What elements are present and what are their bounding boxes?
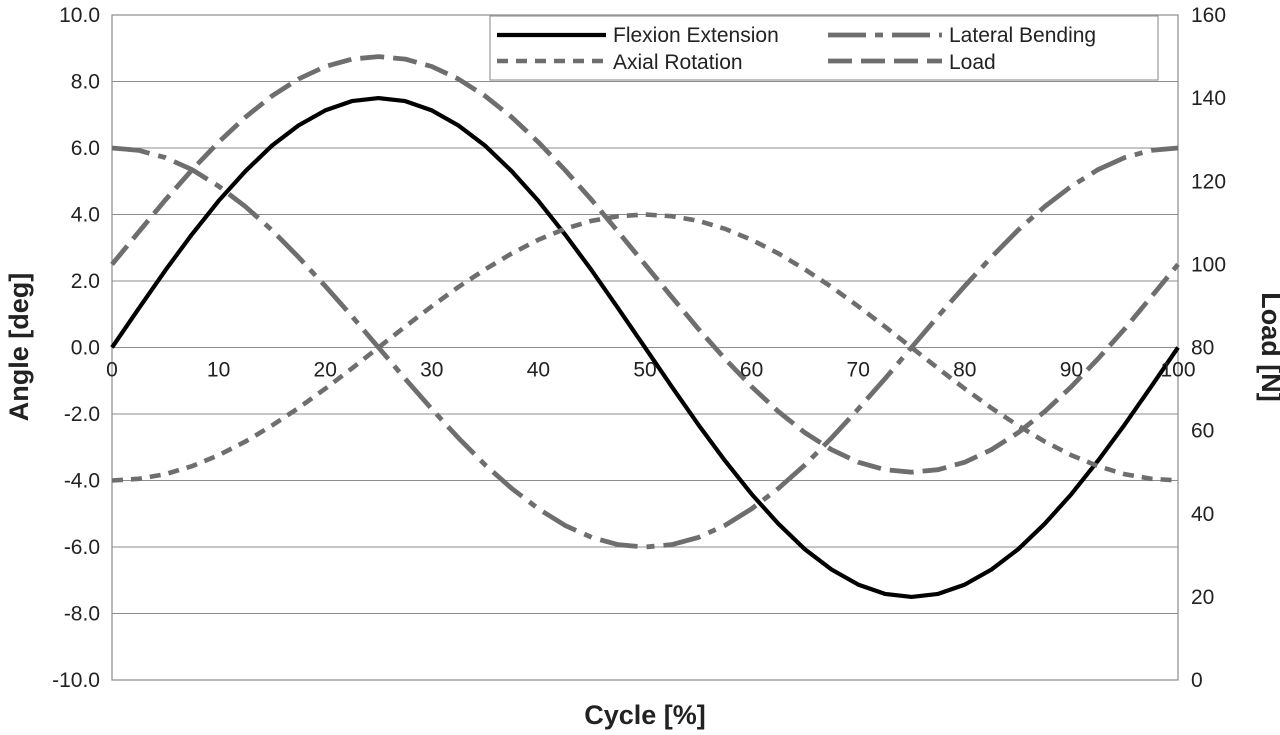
x-tick-80: 80 (953, 359, 976, 382)
tick-labels: -10.0 -8.0 -6.0 -4.0 -2.0 0.0 2.0 4.0 6.0 8.0 10.0… (52, 4, 1226, 692)
x-tick-60: 60 (740, 359, 763, 382)
x-tick-20: 20 (314, 359, 337, 382)
x-tick-40: 40 (527, 359, 550, 382)
y-tick-right-20: 20 (1191, 586, 1214, 609)
y-tick-left-10-0: 10.0 (59, 4, 100, 27)
y-tick-left-4-0: -4.0 (64, 470, 100, 493)
series-flexion-extension (110, 96, 1180, 599)
y-tick-left-8-0: -8.0 (64, 603, 100, 626)
series-group (110, 54, 1180, 599)
y-tick-right-0: 0 (1191, 669, 1203, 692)
series-axial-rotation (111, 212, 1179, 483)
y-axis-title-right: Load [N] (1256, 292, 1280, 401)
y-tick-right-120: 120 (1191, 170, 1226, 193)
x-tick-90: 90 (1060, 359, 1083, 382)
y-tick-right-80: 80 (1191, 337, 1214, 360)
x-tick-50: 50 (633, 359, 656, 382)
series-lateral-bending (111, 145, 1179, 550)
y-axis-title-left: Angle [deg] (4, 273, 34, 422)
legend-label-flexion-extension: Flexion Extension (613, 24, 779, 47)
y-tick-right-60: 60 (1191, 420, 1214, 443)
series-line-axial-rotation (111, 212, 1179, 483)
series-line-lateral-bending (111, 145, 1179, 550)
y-tick-left-6-0: 6.0 (71, 137, 100, 160)
series-load (110, 54, 1180, 475)
x-tick-100: 100 (1160, 359, 1195, 382)
y-tick-left-6-0: -6.0 (64, 536, 100, 559)
y-tick-left-2-0: 2.0 (71, 270, 100, 293)
x-tick-0: 0 (106, 359, 118, 382)
legend-label-load: Load (949, 51, 996, 74)
y-tick-right-160: 160 (1191, 4, 1226, 27)
y-tick-left-0-0: 0.0 (71, 337, 100, 360)
legend-label-lateral-bending: Lateral Bending (949, 24, 1096, 47)
x-tick-10: 10 (207, 359, 230, 382)
x-tick-30: 30 (420, 359, 443, 382)
x-axis-title: Cycle [%] (584, 700, 706, 730)
y-tick-right-40: 40 (1191, 503, 1214, 526)
y-tick-left-10-0: -10.0 (52, 669, 100, 692)
y-tick-right-140: 140 (1191, 87, 1226, 110)
y-tick-right-100: 100 (1191, 253, 1226, 276)
series-line-load (110, 54, 1180, 475)
y-tick-left-2-0: -2.0 (64, 403, 100, 426)
series-line-flexion-extension (110, 96, 1180, 599)
legend-label-axial-rotation: Axial Rotation (613, 51, 743, 74)
y-tick-left-4-0: 4.0 (71, 204, 100, 227)
legend-box (489, 15, 1159, 81)
legend: Flexion Extension Lateral Bending Axial … (489, 15, 1159, 81)
x-tick-70: 70 (847, 359, 870, 382)
y-tick-left-8-0: 8.0 (71, 71, 100, 94)
